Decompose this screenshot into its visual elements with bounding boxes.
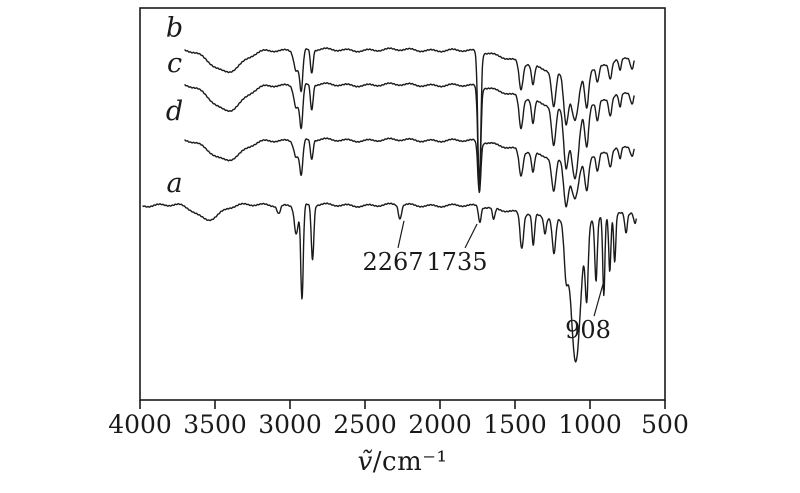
x-tick-label: 2500 <box>333 410 397 439</box>
x-tick-label: 3500 <box>183 410 247 439</box>
spectrum-curve-a <box>142 202 637 363</box>
x-tick-label: 1500 <box>483 410 547 439</box>
peak-leader-line <box>593 283 604 317</box>
curve-label-c: c <box>167 48 182 79</box>
curve-label-a: a <box>166 168 182 199</box>
spectrum-curve-c <box>184 82 635 186</box>
x-tick-label: 4000 <box>108 410 172 439</box>
wavenumber-symbol: ṽ <box>357 447 373 477</box>
peak-label-908: 908 <box>565 316 611 344</box>
peak-leader-line <box>464 223 478 249</box>
x-tick-label: 3000 <box>258 410 322 439</box>
spectrum-curve-d <box>184 137 635 208</box>
x-tick-label: 500 <box>641 410 689 439</box>
peak-label-1735: 1735 <box>426 248 487 276</box>
spectrum-curve-b <box>184 47 635 186</box>
curve-label-b: b <box>166 13 183 44</box>
wavenumber-unit: /cm⁻¹ <box>372 447 448 477</box>
x-tick-label: 2000 <box>408 410 472 439</box>
x-axis-title: ṽ/cm⁻¹ <box>140 447 665 477</box>
plot-frame <box>139 7 666 401</box>
curve-label-d: d <box>166 96 183 127</box>
peak-label-2267: 2267 <box>363 248 424 276</box>
x-tick-label: 1000 <box>558 410 622 439</box>
peak-leader-line <box>397 220 405 249</box>
